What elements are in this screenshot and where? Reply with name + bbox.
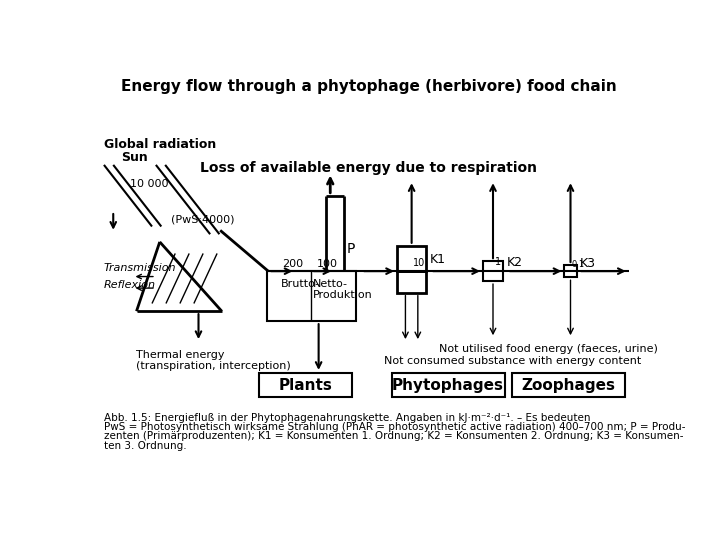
Text: K3: K3	[580, 257, 596, 271]
Text: (PwS:4000): (PwS:4000)	[171, 215, 235, 225]
Text: K1: K1	[429, 253, 446, 266]
Text: K2: K2	[507, 256, 523, 269]
Text: Loss of available energy due to respiration: Loss of available energy due to respirat…	[200, 161, 538, 175]
Text: PwS = Photosynthetisch wirksame Strahlung (PhAR = photosynthetic active radiatio: PwS = Photosynthetisch wirksame Strahlun…	[104, 422, 685, 432]
Bar	[513, 373, 625, 397]
Text: 200: 200	[282, 259, 303, 269]
Text: Not utilised food energy (faeces, urine): Not utilised food energy (faeces, urine)	[438, 343, 657, 354]
Text: 10: 10	[413, 258, 426, 268]
Text: Thermal energy
(transpiration, interception): Thermal energy (transpiration, intercept…	[137, 350, 292, 372]
Bar	[259, 373, 352, 397]
Text: 1: 1	[495, 258, 500, 267]
Text: Sun: Sun	[121, 151, 148, 164]
Text: P: P	[346, 242, 355, 256]
Text: Reflexion: Reflexion	[104, 280, 156, 291]
Text: Transmission: Transmission	[104, 262, 176, 273]
Bar	[392, 373, 505, 397]
Text: 10 000: 10 000	[130, 179, 168, 189]
Text: 100: 100	[317, 259, 338, 269]
Text: Zoophages: Zoophages	[521, 377, 615, 393]
Text: Phytophages: Phytophages	[392, 377, 504, 393]
Text: Global radiation: Global radiation	[104, 138, 216, 151]
Bar	[483, 261, 503, 281]
Bar	[397, 246, 426, 271]
Text: ten 3. Ordnung.: ten 3. Ordnung.	[104, 441, 186, 450]
Bar	[564, 265, 577, 278]
Text: zenten (Primärproduzenten); K1 = Konsumenten 1. Ordnung; K2 = Konsumenten 2. Ord: zenten (Primärproduzenten); K1 = Konsume…	[104, 431, 683, 441]
Text: 0,1: 0,1	[571, 260, 585, 269]
Text: Brutto-: Brutto-	[281, 279, 320, 289]
Bar	[397, 271, 426, 293]
Bar	[266, 271, 356, 321]
Text: Netto-
Produktion: Netto- Produktion	[313, 279, 373, 300]
Text: Abb. 1.5: Energiefluß in der Phytophagenahrungskette. Angaben in kJ·m⁻²·d⁻¹. – E: Abb. 1.5: Energiefluß in der Phytophagen…	[104, 413, 590, 423]
Text: Plants: Plants	[279, 377, 333, 393]
Text: Energy flow through a phytophage (herbivore) food chain: Energy flow through a phytophage (herbiv…	[121, 79, 617, 93]
Text: Not consumed substance with energy content: Not consumed substance with energy conte…	[384, 356, 642, 366]
